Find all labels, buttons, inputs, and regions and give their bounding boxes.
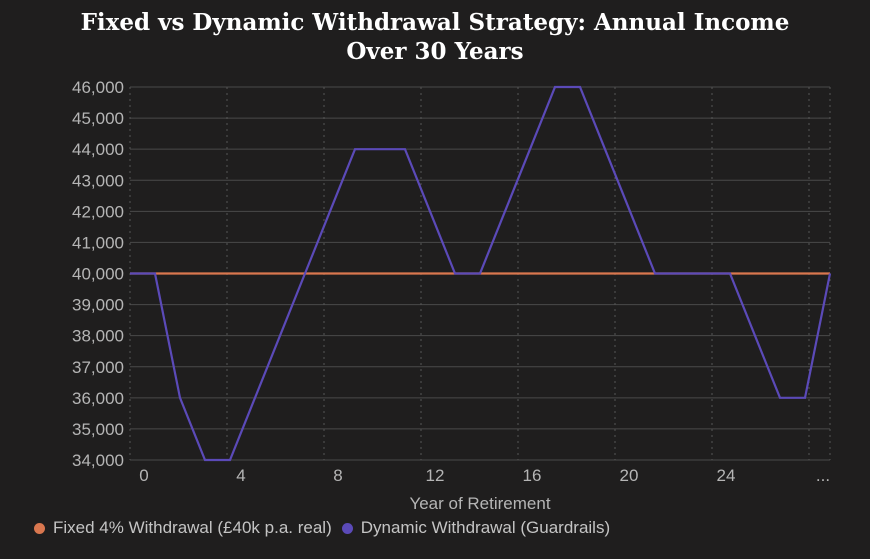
legend-marker-dynamic [341, 522, 353, 534]
legend: Fixed 4% Withdrawal (£40k p.a. real) Dyn… [34, 518, 620, 538]
x-tick-label: ... [816, 466, 830, 485]
legend-label-dynamic: Dynamic Withdrawal (Guardrails) [360, 518, 611, 537]
x-axis-label: Year of Retirement [409, 494, 550, 513]
legend-marker-fixed [34, 522, 45, 534]
y-tick-label: 38,000 [72, 327, 124, 346]
y-tick-label: 42,000 [72, 202, 124, 221]
x-tick-label: 16 [523, 466, 542, 485]
y-tick-label: 40,000 [72, 265, 124, 284]
y-tick-label: 41,000 [72, 233, 124, 252]
legend-item-dynamic: Dynamic Withdrawal (Guardrails) [341, 518, 611, 538]
series-line-dynamic [130, 85, 832, 462]
y-tick-label: 37,000 [72, 358, 124, 377]
y-tick-label: 34,000 [72, 451, 124, 470]
y-tick-label: 45,000 [72, 109, 124, 128]
y-tick-label: 43,000 [72, 171, 124, 190]
y-tick-label: 44,000 [72, 140, 124, 159]
y-tick-label: 35,000 [72, 420, 124, 439]
y-tick-label: 39,000 [72, 296, 124, 315]
legend-item-fixed: Fixed 4% Withdrawal (£40k p.a. real) [34, 518, 332, 538]
chart-title-line-2: Over 30 Years [346, 38, 524, 65]
y-tick-label: 46,000 [72, 78, 124, 97]
x-tick-label: 24 [717, 466, 736, 485]
x-tick-label: 8 [333, 466, 342, 485]
x-tick-label: 0 [139, 466, 148, 485]
legend-label-fixed: Fixed 4% Withdrawal (£40k p.a. real) [53, 518, 332, 537]
y-tick-label: 36,000 [72, 389, 124, 408]
chart-title: Fixed vs Dynamic Withdrawal Strategy: An… [0, 8, 870, 66]
x-tick-label: 4 [236, 466, 245, 485]
x-tick-label: 12 [426, 466, 445, 485]
chart-title-line-1: Fixed vs Dynamic Withdrawal Strategy: An… [80, 9, 790, 36]
x-tick-label: 20 [620, 466, 639, 485]
